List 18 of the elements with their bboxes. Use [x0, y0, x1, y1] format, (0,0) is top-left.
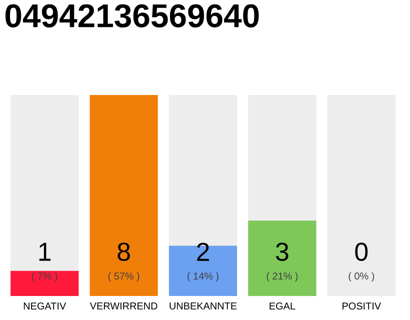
- annotation: ( 57% ): [108, 272, 140, 282]
- chart-title: 04942136569640: [5, 4, 259, 28]
- x-tick-label: EGAL: [270, 302, 296, 310]
- data-label: 8: [118, 242, 130, 261]
- annotation: ( 14% ): [188, 272, 218, 282]
- x-tick-label: NEGATIV: [24, 302, 66, 310]
- data-label: 0: [355, 242, 368, 261]
- x-tick-label: POSITIV: [342, 302, 382, 310]
- x-tick-label: VERWIRREND: [90, 302, 158, 310]
- bar: [10, 270, 79, 296]
- data-label: 3: [276, 242, 288, 261]
- annotation: ( 21% ): [266, 272, 298, 282]
- bar: [90, 95, 158, 296]
- data-label: 2: [197, 242, 209, 261]
- x-tick-label: UNBEKANNTE: [170, 302, 237, 310]
- data-label: 1: [39, 242, 51, 261]
- annotation: ( 0% ): [348, 272, 374, 282]
- annotation: ( 7% ): [32, 272, 58, 282]
